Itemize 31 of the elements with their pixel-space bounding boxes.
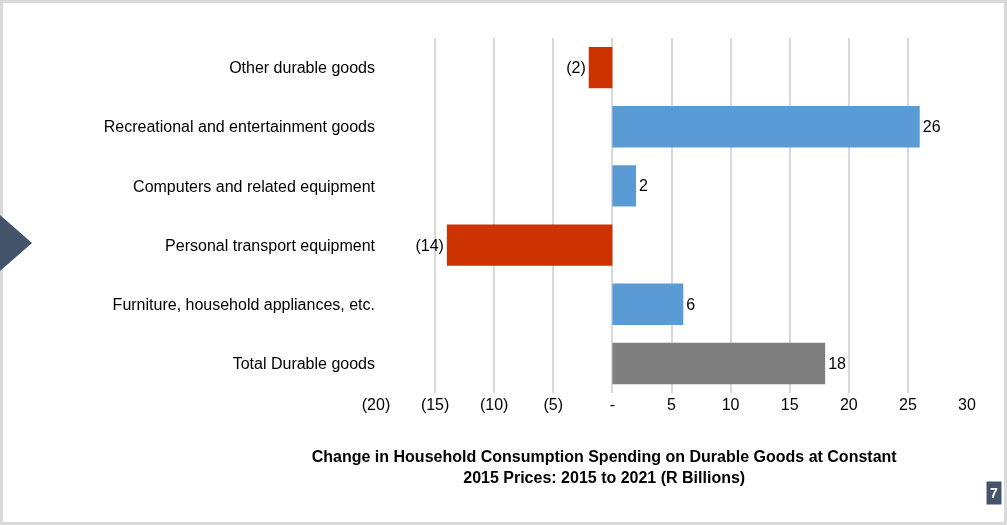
y-tick-label: Computers and related equipment — [133, 177, 376, 195]
x-tick-label: 25 — [899, 396, 917, 413]
y-tick-label: Furniture, household appliances, etc. — [112, 295, 375, 313]
data-label: 2 — [639, 177, 649, 195]
data-label: (14) — [415, 236, 444, 254]
bar — [612, 342, 826, 385]
data-label: 26 — [922, 118, 941, 136]
data-label: (2) — [566, 59, 586, 77]
x-tick-label: 10 — [721, 396, 740, 413]
y-tick-label: Other durable goods — [229, 59, 375, 77]
data-label: 6 — [686, 295, 696, 313]
x-tick-label: (5) — [543, 396, 564, 413]
bar — [588, 46, 613, 89]
x-tick-label: 30 — [958, 396, 976, 413]
text: Change in Household Consumption Spending on Durable Goods at Constant 2015 Prices: 2015 to 2021 (R Billions) — [311, 448, 898, 486]
bar — [612, 283, 684, 325]
bar — [612, 165, 637, 207]
x-tick-label: (10) — [479, 396, 509, 413]
bar — [446, 224, 613, 266]
x-tick-label: (15) — [420, 396, 450, 413]
data-label: 18 — [828, 354, 847, 372]
y-tick-label: Personal transport equipment — [165, 236, 376, 254]
y-tick-label: Recreational and entertainment goods — [103, 118, 375, 136]
x-tick-label: 20 — [839, 396, 858, 413]
y-tick-label: Total Durable goods — [232, 355, 375, 373]
x-tick-label: - — [609, 396, 616, 413]
text: 7 — [990, 485, 998, 501]
bar — [612, 106, 920, 148]
x-tick-label: 15 — [780, 396, 799, 413]
x-tick-label: 5 — [667, 396, 677, 413]
x-tick-label: (20) — [361, 396, 391, 413]
